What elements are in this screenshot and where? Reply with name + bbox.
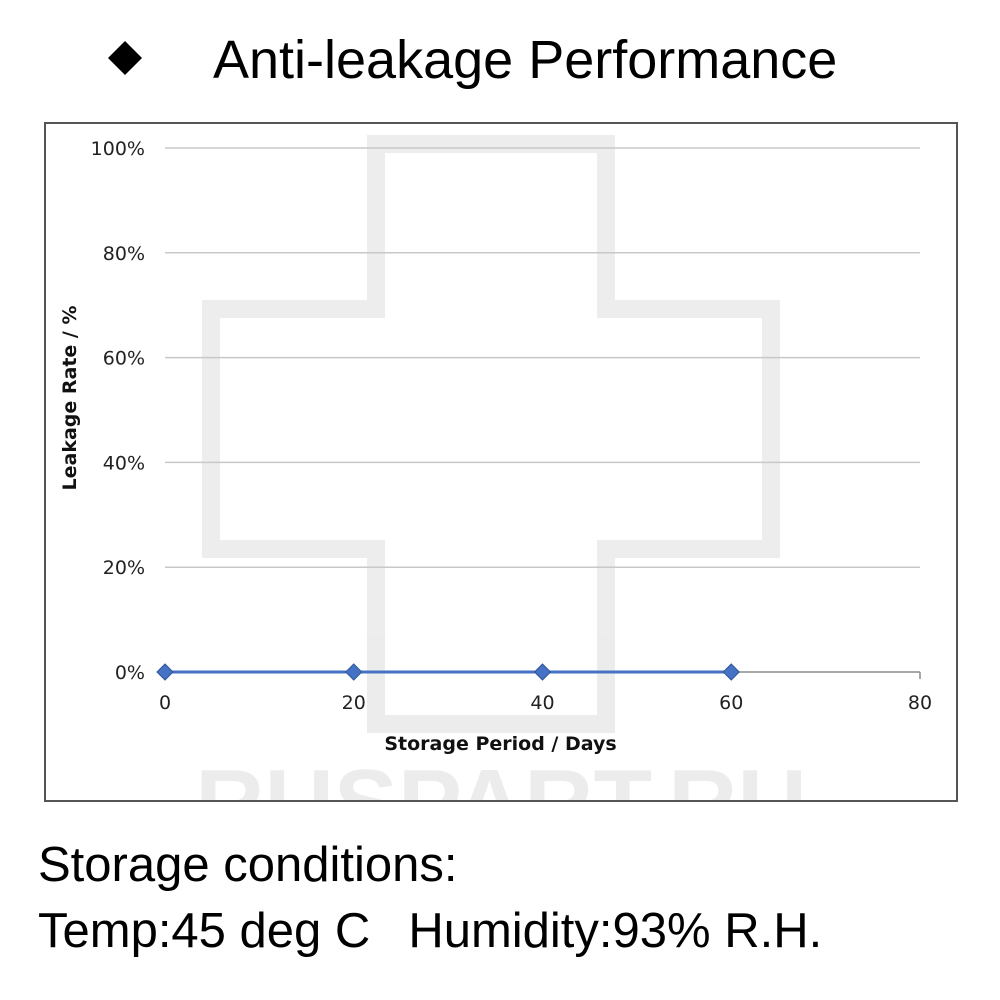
watermark-cross — [202, 135, 780, 733]
y-tick-label: 0% — [115, 662, 145, 684]
y-axis-label: Leakage Rate / % — [59, 306, 81, 491]
leakage-rate-chart: RUSPART.RU 0% 20% 40% 60% 80% 100% 0 20 40 60 80 Sto… — [59, 135, 932, 800]
storage-conditions-heading: Storage conditions: — [38, 838, 458, 892]
y-tick-label: 60% — [103, 348, 145, 370]
x-tick-label: 60 — [719, 692, 743, 714]
data-point — [533, 663, 552, 681]
x-axis-label: Storage Period / Days — [384, 733, 616, 755]
page-title: Anti-leakage Performance — [213, 30, 838, 90]
watermark-text: RUSPART.RU — [195, 750, 807, 800]
y-tick-label: 40% — [103, 452, 145, 474]
data-point — [345, 663, 363, 681]
x-tick-label: 40 — [530, 692, 554, 714]
humidity-condition: Humidity:93% R.H. — [408, 904, 823, 958]
temperature-condition: Temp:45 deg C — [38, 904, 371, 958]
diamond-bullet-icon — [108, 41, 142, 75]
data-point — [722, 663, 740, 681]
heading: Anti-leakage Performance — [0, 18, 1000, 108]
storage-conditions-values: Temp:45 deg C Humidity:93% R.H. — [38, 898, 822, 964]
chart-frame: RUSPART.RU 0% 20% 40% 60% 80% 100% 0 20 40 60 80 Sto… — [44, 122, 958, 802]
x-tick-label: 0 — [159, 692, 171, 714]
data-point — [156, 663, 174, 681]
storage-conditions: Storage conditions: Temp:45 deg C Humidit… — [38, 832, 822, 964]
y-tick-label: 80% — [103, 243, 145, 265]
y-tick-label: 100% — [91, 138, 145, 160]
x-tick-label: 20 — [342, 692, 366, 714]
y-tick-label: 20% — [103, 557, 145, 579]
watermark: RUSPART.RU — [195, 135, 807, 800]
x-tick-label: 80 — [908, 692, 932, 714]
